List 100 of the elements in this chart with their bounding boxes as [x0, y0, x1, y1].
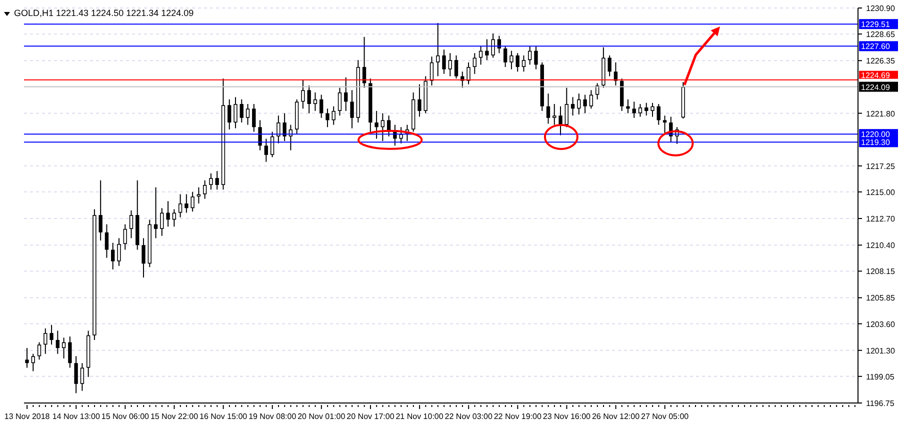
candlestick — [332, 106, 336, 126]
candlestick — [160, 208, 164, 236]
candlestick — [25, 348, 29, 368]
candlestick — [632, 101, 636, 118]
candlestick — [178, 194, 182, 218]
candlestick — [129, 210, 134, 239]
y-tick-label: 1230.90 — [866, 4, 896, 13]
candlestick — [44, 328, 48, 354]
candlestick — [270, 131, 274, 158]
candlestick — [258, 120, 262, 151]
y-tick-label: 1208.15 — [866, 267, 896, 276]
candlestick — [172, 208, 176, 228]
candlestick — [399, 126, 403, 144]
y-tick-label: 1203.60 — [866, 320, 896, 329]
y-tick-label: 1217.25 — [866, 162, 896, 171]
candlestick — [570, 96, 575, 116]
x-tick-label: 23 Nov 16:00 — [542, 412, 592, 421]
candlestick — [344, 76, 348, 112]
candlestick — [196, 186, 201, 204]
candlestick — [203, 180, 207, 200]
candlestick — [656, 104, 660, 126]
candlestick — [264, 138, 268, 162]
x-tick-label: 19 Nov 08:00 — [248, 412, 297, 421]
candlestick — [338, 87, 342, 116]
candlestick — [478, 46, 483, 66]
candlestick — [56, 330, 60, 354]
candlestick — [313, 92, 318, 112]
candlestick — [154, 186, 158, 239]
candlestick — [234, 96, 238, 129]
candlestick — [142, 238, 146, 278]
candlestick — [31, 353, 35, 372]
candlestick — [74, 356, 78, 394]
candlestick — [104, 224, 109, 258]
candlestick — [534, 46, 538, 70]
x-tick-label: 13 Nov 2018 — [4, 412, 50, 421]
candlestick — [276, 115, 280, 144]
ref-line-label: 1229.51 — [861, 20, 890, 30]
candlestick — [485, 38, 489, 61]
candlestick — [301, 79, 305, 110]
candlestick — [68, 336, 72, 368]
x-tick-label: 27 Nov 05:00 — [641, 412, 690, 421]
candlestick — [62, 337, 66, 359]
ref-line-label: 1219.30 — [861, 138, 890, 148]
candlestick — [546, 93, 550, 124]
candlestick — [320, 94, 324, 118]
candlestick — [326, 108, 330, 128]
x-tick-label: 20 Nov 01:00 — [298, 412, 346, 421]
ref-line-label: 1224.09 — [861, 82, 890, 92]
candlestick — [472, 52, 476, 74]
candlestick — [638, 104, 642, 118]
candlestick — [510, 50, 514, 70]
candlestick — [436, 22, 440, 77]
candlestick — [117, 238, 121, 266]
x-tick-label: 26 Nov 12:00 — [592, 412, 640, 421]
candlestick — [307, 84, 311, 114]
ref-line-label: 1227.60 — [861, 42, 890, 52]
y-tick-label: 1196.75 — [866, 399, 895, 408]
candlestick — [577, 93, 581, 115]
ref-line-label: 1220.00 — [861, 130, 890, 140]
candlestick — [209, 172, 213, 190]
y-tick-label: 1212.70 — [866, 214, 896, 224]
candlestick — [252, 104, 256, 132]
candlestick — [626, 98, 630, 114]
candlestick — [558, 106, 562, 136]
candlestick — [491, 32, 495, 58]
x-tick-label: 22 Nov 03:00 — [444, 412, 493, 421]
candlestick — [123, 224, 127, 250]
x-tick-label: 14 Nov 13:00 — [52, 412, 100, 421]
candlestick — [380, 112, 385, 142]
candlestick — [430, 56, 434, 86]
candlestick — [662, 115, 667, 135]
candlestick — [583, 94, 587, 114]
candlestick — [374, 110, 378, 140]
candlestick — [190, 191, 194, 212]
x-tick-label: 21 Nov 10:00 — [396, 412, 444, 421]
candlestick — [454, 54, 458, 80]
candlestick — [228, 98, 232, 130]
candlestick — [516, 52, 520, 72]
candlestick — [608, 54, 612, 77]
candlestick — [650, 102, 654, 118]
y-tick-label: 1228.65 — [866, 30, 896, 40]
y-tick-label: 1215.00 — [866, 188, 896, 197]
candlestick — [98, 180, 102, 241]
candlestick — [528, 46, 532, 66]
y-tick-label: 1221.80 — [866, 109, 896, 118]
candlestick — [418, 84, 422, 118]
candlestick — [111, 242, 115, 270]
x-tick-label: 22 Nov 19:00 — [494, 412, 542, 421]
y-tick-label: 1199.05 — [866, 372, 895, 382]
candlestick — [466, 62, 470, 85]
ref-line-label: 1224.69 — [861, 70, 890, 80]
y-tick-label: 1201.30 — [866, 346, 896, 356]
candlestick — [564, 87, 568, 128]
x-tick-label: 20 Nov 17:00 — [346, 412, 395, 421]
candlestick — [442, 49, 446, 74]
candlestick — [215, 170, 219, 190]
candlestick — [350, 90, 354, 129]
candlestick — [282, 112, 286, 142]
x-tick-label: 15 Nov 22:00 — [150, 412, 199, 421]
candlestick — [240, 98, 244, 124]
